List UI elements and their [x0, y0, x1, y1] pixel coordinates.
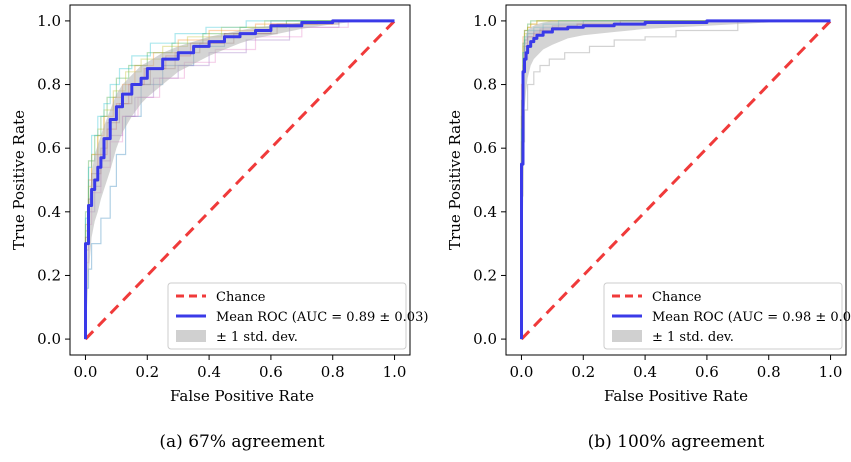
fold-roc-curve — [84, 20, 395, 340]
roc-panel-100-agreement: True Positive Rate False Positive Rate 0… — [446, 4, 851, 405]
mean-roc-curve — [520, 19, 831, 340]
x-tick-label: 0.0 — [74, 363, 98, 381]
chance-line — [520, 19, 832, 341]
legend-label: Mean ROC (AUC = 0.89 ± 0.03) — [216, 310, 428, 325]
x-tick-label: 0.8 — [321, 363, 345, 381]
y-tick-label: 0.0 — [37, 330, 61, 348]
legend-label: Chance — [216, 290, 266, 305]
x-tick-label: 0.8 — [757, 363, 781, 381]
y-tick-label: 1.0 — [37, 12, 61, 30]
y-tick-label: 0.6 — [473, 139, 497, 157]
caption-a: (a) 67% agreement — [159, 432, 325, 452]
y-axis-label: True Positive Rate — [10, 110, 28, 250]
axes-frame — [69, 4, 411, 356]
y-tick-label: 0.4 — [473, 203, 497, 221]
y-axis-label: True Positive Rate — [446, 110, 464, 250]
legend: Chance Mean ROC (AUC = 0.98 ± 0.02) ± 1 st… — [603, 282, 851, 350]
x-axis-label: False Positive Rate — [170, 387, 314, 405]
y-tick-label: 0.2 — [37, 266, 61, 284]
y-tick-label: 0.6 — [37, 139, 61, 157]
x-tick-label: 0.0 — [510, 363, 534, 381]
x-tick-label: 0.4 — [633, 363, 657, 381]
legend-label: Mean ROC (AUC = 0.98 ± 0.02) — [652, 310, 851, 325]
legend-swatch-band — [612, 330, 642, 342]
x-tick-label: 0.6 — [695, 363, 719, 381]
x-tick-label: 0.6 — [259, 363, 283, 381]
axes-frame — [505, 4, 847, 356]
x-tick-label: 0.2 — [135, 363, 159, 381]
legend-label: Chance — [652, 290, 702, 305]
mean-roc-curve — [84, 19, 395, 340]
plot-area — [84, 19, 396, 341]
legend: Chance Mean ROC (AUC = 0.89 ± 0.03) ± 1 st… — [167, 282, 428, 350]
legend-label: ± 1 std. dev. — [652, 330, 734, 345]
y-tick-label: 0.4 — [37, 203, 61, 221]
y-tick-label: 0.0 — [473, 330, 497, 348]
legend-swatch-band — [176, 330, 206, 342]
roc-panel-67-agreement: True Positive Rate False Positive Rate 0… — [10, 4, 428, 405]
y-tick-label: 0.8 — [473, 76, 497, 94]
chance-line — [84, 19, 396, 341]
legend-label: ± 1 std. dev. — [216, 330, 298, 345]
x-tick-label: 0.2 — [571, 363, 595, 381]
legend-box — [603, 282, 843, 350]
y-tick-label: 1.0 — [473, 12, 497, 30]
x-axis-label: False Positive Rate — [604, 387, 748, 405]
legend-box — [167, 282, 407, 350]
caption-b: (b) 100% agreement — [587, 432, 765, 452]
y-tick-label: 0.2 — [473, 266, 497, 284]
plot-area — [520, 19, 832, 341]
x-tick-label: 1.0 — [819, 363, 843, 381]
x-tick-label: 1.0 — [383, 363, 407, 381]
x-tick-label: 0.4 — [197, 363, 221, 381]
y-tick-label: 0.8 — [37, 76, 61, 94]
